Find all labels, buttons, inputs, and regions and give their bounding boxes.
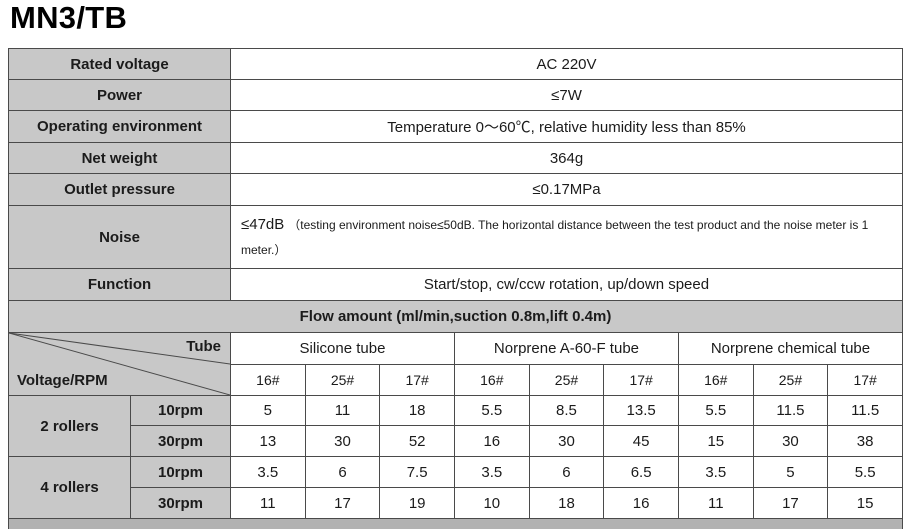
- flow-value-cell: 10: [453, 487, 530, 519]
- corner-cell: Tube Voltage/RPM: [7, 332, 232, 396]
- flow-value-cell: 6: [304, 456, 381, 488]
- flow-value-cell: 30: [752, 425, 829, 457]
- rpm-cell: 10rpm: [129, 395, 232, 426]
- flow-value-cell: 13.5: [603, 395, 679, 426]
- tube-group-header: Norprene A-60-F tube: [453, 332, 679, 365]
- spec-row-label: Rated voltage: [7, 48, 232, 80]
- flow-value-cell: 6.5: [603, 456, 679, 488]
- spec-row-value: ≤0.17MPa: [230, 173, 903, 206]
- flow-value-cell: 18: [528, 487, 605, 519]
- table-row: Operating environment Temperature 0～60℃,…: [7, 110, 903, 143]
- table-row: Tube Voltage/RPM Silicone tube Norprene …: [7, 332, 904, 396]
- rollers-cell: 4 rollers: [8, 456, 131, 519]
- tube-size-header: 16#: [230, 364, 306, 396]
- rpm-cell: 30rpm: [129, 425, 232, 457]
- flow-value-cell: 3.5: [453, 456, 530, 488]
- clipped-next-row: [8, 518, 903, 529]
- spec-row-value: Start/stop, cw/ccw rotation, up/down spe…: [230, 268, 903, 301]
- flow-amount-header: Flow amount (ml/min,suction 0.8m,lift 0.…: [8, 300, 903, 333]
- tube-size-header: 17#: [379, 364, 455, 396]
- flow-value-cell: 16: [603, 487, 679, 519]
- spec-row-value: 364g: [230, 142, 903, 174]
- rpm-cell: 30rpm: [129, 487, 232, 519]
- flow-value-cell: 11.5: [752, 395, 829, 426]
- spec-row-label: Noise: [7, 205, 232, 269]
- flow-value-cell: 30: [304, 425, 381, 457]
- tube-size-header: 25#: [304, 364, 381, 396]
- noise-note: （testing environment noise≤50dB. The hor…: [241, 217, 869, 258]
- rollers-cell: 2 rollers: [8, 395, 131, 457]
- flow-value-cell: 5.5: [677, 395, 754, 426]
- table-row: [8, 518, 903, 529]
- flow-value-cell: 11: [304, 395, 381, 426]
- spec-row-value: ≤7W: [230, 79, 903, 111]
- flow-value-cell: 16: [453, 425, 530, 457]
- spec-row-value: Temperature 0～60℃, relative humidity les…: [230, 110, 903, 143]
- table-row: Rated voltage AC 220V: [7, 48, 903, 80]
- spec-row-value: ≤47dB （testing environment noise≤50dB. Th…: [230, 205, 903, 269]
- table-row: Power ≤7W: [7, 79, 903, 111]
- tube-size-header: 17#: [603, 364, 679, 396]
- table-row: 30rpm 13 30 52 16 30 45 15 30 38: [9, 425, 903, 457]
- flow-value-cell: 15: [827, 487, 903, 519]
- table-row: Noise ≤47dB （testing environment noise≤50…: [7, 205, 903, 269]
- flow-value-cell: 15: [677, 425, 754, 457]
- flow-value-cell: 7.5: [379, 456, 455, 488]
- table-row: 30rpm 11 17 19 10 18 16 11 17 15: [9, 487, 903, 519]
- flow-value-cell: 18: [379, 395, 455, 426]
- flow-value-cell: 38: [827, 425, 903, 457]
- flow-value-cell: 17: [752, 487, 829, 519]
- tube-size-header: 16#: [677, 364, 754, 396]
- tube-size-header: 16#: [453, 364, 530, 396]
- table-row: Function Start/stop, cw/ccw rotation, up…: [7, 268, 903, 301]
- table-row: Net weight 364g: [7, 142, 903, 174]
- tube-size-header: 25#: [528, 364, 605, 396]
- flow-value-cell: 30: [528, 425, 605, 457]
- spec-row-label: Outlet pressure: [7, 173, 232, 206]
- flow-value-cell: 19: [379, 487, 455, 519]
- flow-value-cell: 5.5: [827, 456, 903, 488]
- spec-row-label: Power: [7, 79, 232, 111]
- spec-row-label: Function: [7, 268, 232, 301]
- flow-value-cell: 5.5: [453, 395, 530, 426]
- noise-value: ≤47dB: [241, 215, 285, 233]
- tube-corner-label: Tube: [186, 338, 222, 355]
- flow-value-cell: 5: [752, 456, 829, 488]
- spec-row-label: Net weight: [7, 142, 232, 174]
- tube-group-header: Norprene chemical tube: [677, 332, 904, 365]
- tube-size-header: 17#: [827, 364, 903, 396]
- flow-value-cell: 17: [304, 487, 381, 519]
- flow-value-cell: 11: [677, 487, 754, 519]
- spec-row-value: AC 220V: [230, 48, 903, 80]
- flow-value-cell: 11: [230, 487, 306, 519]
- table-row: 16# 25# 17# 16# 25# 17# 16# 25# 17#: [9, 364, 903, 396]
- flow-value-cell: 13: [230, 425, 306, 457]
- flow-value-cell: 45: [603, 425, 679, 457]
- voltage-rpm-corner-label: Voltage/RPM: [17, 372, 108, 389]
- tube-size-header: 25#: [752, 364, 829, 396]
- flow-value-cell: 52: [379, 425, 455, 457]
- tube-group-header: Silicone tube: [230, 332, 455, 365]
- flow-value-cell: 6: [528, 456, 605, 488]
- table-row: 2 rollers 10rpm 5 11 18 5.5 8.5 13.5 5.5…: [8, 395, 903, 457]
- table-row: 4 rollers 10rpm 3.5 6 7.5 3.5 6 6.5 3.5 …: [8, 456, 903, 519]
- flow-value-cell: 11.5: [827, 395, 903, 426]
- diagonal-divider-icon: [9, 333, 230, 395]
- flow-value-cell: 8.5: [528, 395, 605, 426]
- rpm-cell: 10rpm: [129, 456, 232, 488]
- flow-value-cell: 3.5: [230, 456, 306, 488]
- spec-table: Rated voltage AC 220V Power ≤7W Operatin…: [7, 48, 904, 529]
- page-title: MN3/TB: [10, 0, 128, 35]
- flow-value-cell: 3.5: [677, 456, 754, 488]
- spec-row-label: Operating environment: [7, 110, 232, 143]
- table-row: Flow amount (ml/min,suction 0.8m,lift 0.…: [8, 300, 903, 333]
- table-row: Outlet pressure ≤0.17MPa: [7, 173, 903, 206]
- flow-value-cell: 5: [230, 395, 306, 426]
